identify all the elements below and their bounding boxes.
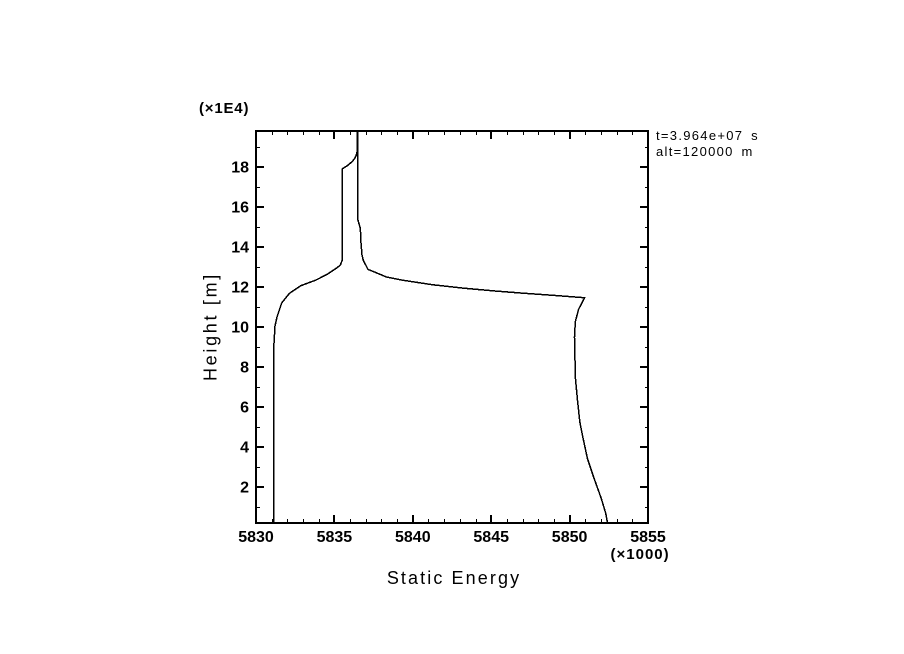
svg-text:Height [m]: Height [m] (201, 272, 221, 381)
svg-text:10: 10 (231, 320, 249, 337)
svg-text:Static Energy: Static Energy (387, 568, 521, 588)
svg-text:5840: 5840 (395, 529, 431, 546)
svg-text:5835: 5835 (317, 529, 353, 546)
svg-text:14: 14 (231, 240, 249, 257)
svg-text:6: 6 (240, 400, 249, 417)
svg-text:5845: 5845 (473, 529, 509, 546)
svg-text:4: 4 (240, 440, 249, 457)
svg-text:5850: 5850 (552, 529, 588, 546)
svg-text:8: 8 (240, 360, 249, 377)
svg-text:alt=120000 m: alt=120000 m (656, 144, 754, 159)
svg-text:(×1E4): (×1E4) (199, 100, 249, 117)
svg-text:t=3.964e+07 s: t=3.964e+07 s (656, 128, 759, 143)
svg-text:16: 16 (231, 200, 249, 217)
svg-text:12: 12 (231, 280, 249, 297)
svg-text:18: 18 (231, 160, 249, 177)
svg-text:2: 2 (240, 480, 249, 497)
svg-text:5855: 5855 (630, 529, 666, 546)
svg-text:5830: 5830 (238, 529, 274, 546)
svg-text:(×1000): (×1000) (611, 546, 670, 563)
